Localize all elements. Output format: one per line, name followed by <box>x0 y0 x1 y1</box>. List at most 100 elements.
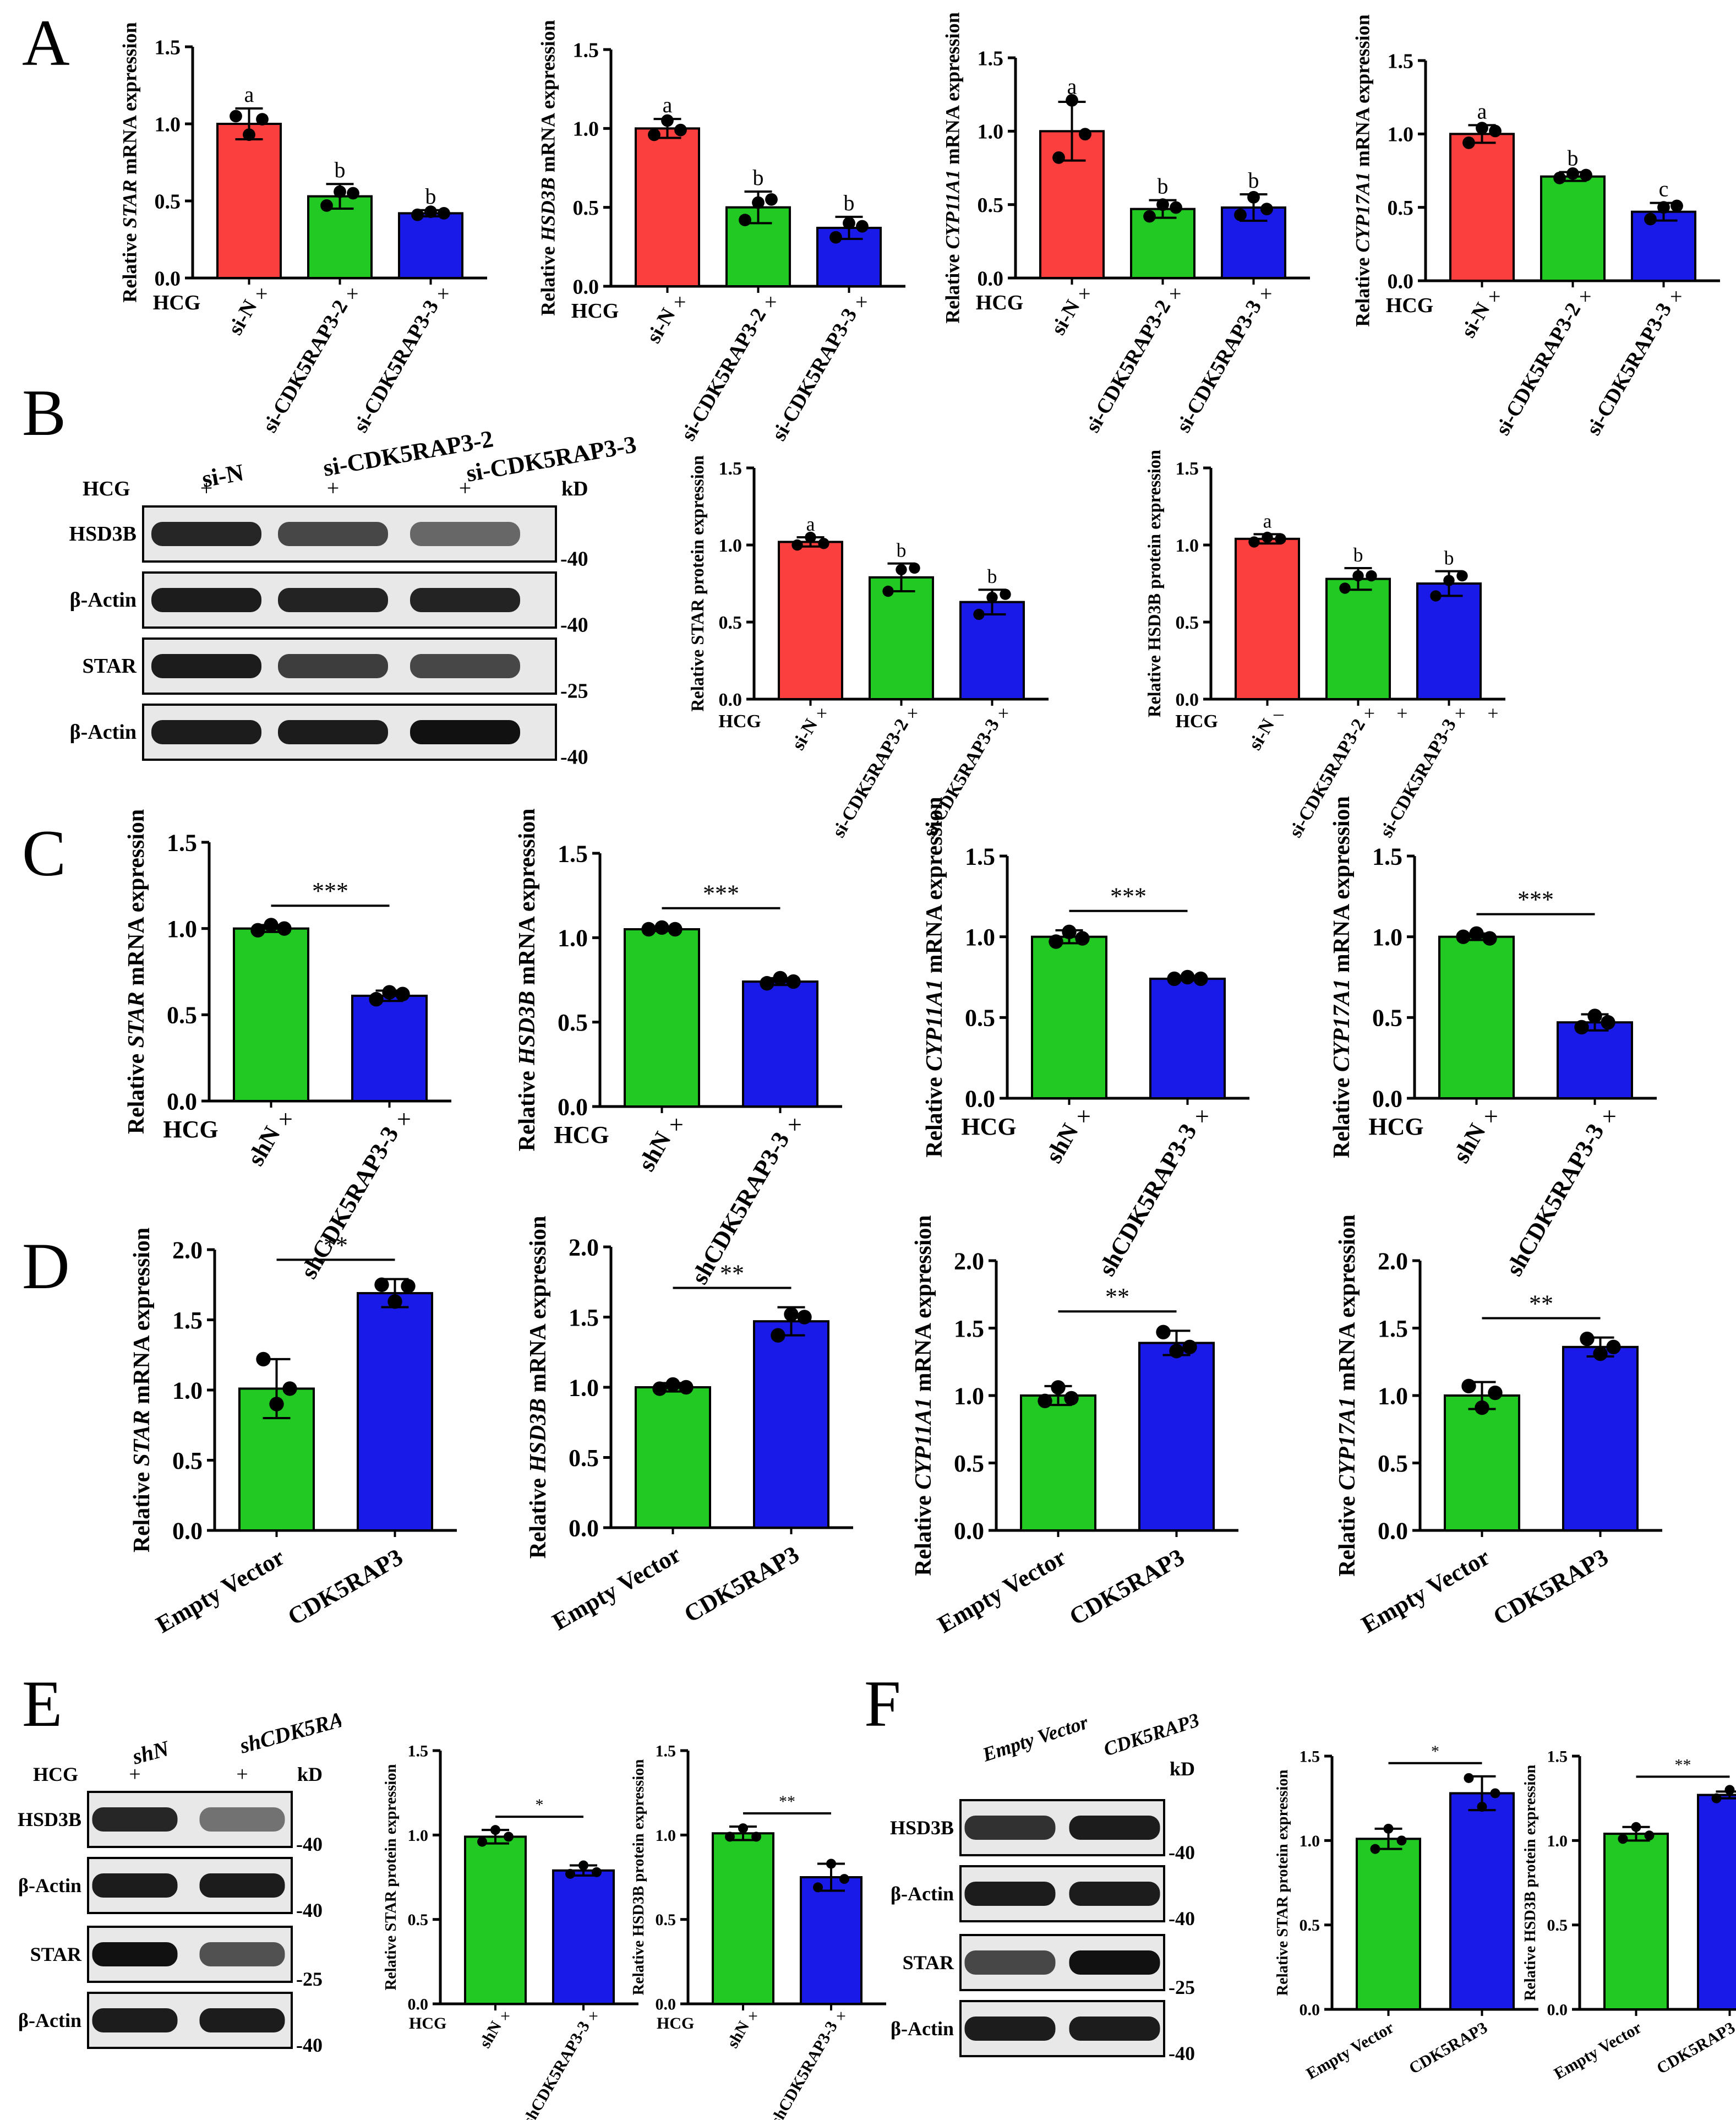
significance-letter: a <box>1263 510 1272 532</box>
y-axis-label: Relative STAR protein expression <box>687 455 707 712</box>
bar <box>1039 130 1105 279</box>
data-point <box>1366 570 1377 582</box>
x-category-label: si-CDK5RAP3-2 <box>828 716 913 841</box>
y-label-gene: STAR <box>118 179 140 228</box>
significance-letter: a <box>663 92 673 117</box>
x-category-label: shCDK5RAP3-3 <box>767 2018 841 2120</box>
x-category-label: si-CDK5RAP3-3 <box>1376 716 1460 841</box>
data-point <box>1248 536 1260 548</box>
hcg-mark-extra: + <box>1487 702 1498 724</box>
data-point <box>765 193 778 206</box>
y-axis-label: Relative CYP17A1 mRNA expression <box>1329 796 1355 1158</box>
data-point <box>725 1832 735 1842</box>
blot-hcg-mark: + <box>327 476 340 500</box>
x-category-label: CDK5RAP3 <box>1406 2018 1491 2078</box>
data-point <box>1049 934 1063 949</box>
bar <box>1603 1833 1669 2010</box>
significance-stars: ** <box>779 1792 795 1811</box>
y-label-prefix: Relative <box>526 1473 551 1559</box>
data-point <box>641 922 656 937</box>
y-tick-label: 0.0 <box>1372 1085 1402 1112</box>
data-point <box>1167 971 1182 987</box>
bar <box>238 1387 315 1532</box>
hcg-mark: + <box>855 290 868 314</box>
data-point <box>1488 1385 1503 1400</box>
y-tick-label: 1.0 <box>1547 1832 1568 1850</box>
blot-size-marker: -40 <box>1169 2042 1195 2064</box>
data-point <box>784 1307 799 1322</box>
hcg-mark: – <box>1273 702 1284 724</box>
x-category-label: shCDK5RAP3-3 <box>1500 1119 1609 1280</box>
data-point <box>1000 588 1011 600</box>
data-point <box>856 220 869 233</box>
blot-row-label: β-Actin <box>891 1883 954 1905</box>
data-point <box>578 1860 588 1871</box>
bar <box>753 1320 829 1529</box>
data-point <box>751 1832 761 1842</box>
y-tick-label: 0.0 <box>1300 2001 1320 2019</box>
blot-band <box>199 1807 285 1832</box>
y-label-suffix: mRNA expression <box>515 809 540 991</box>
x-category-label: shN <box>242 1122 286 1170</box>
blot-kd-label: kD <box>1170 1758 1195 1780</box>
significance-letter: b <box>987 565 997 587</box>
y-tick-label: 0.5 <box>1388 197 1414 220</box>
bar <box>552 1869 615 2005</box>
blot-row-label: STAR <box>82 655 137 678</box>
x-category-label: Empty Vector <box>548 1540 685 1636</box>
data-point <box>1476 122 1488 135</box>
y-tick-label: 1.5 <box>167 829 197 856</box>
data-point <box>490 1825 500 1835</box>
data-point <box>256 1351 271 1367</box>
y-label-suffix: mRNA expression <box>537 20 559 177</box>
y-tick-label: 1.0 <box>1372 924 1402 951</box>
data-point <box>334 185 346 198</box>
x-category-label: Empty Vector <box>1303 2018 1397 2083</box>
data-point <box>1456 570 1468 582</box>
data-point <box>1247 190 1260 204</box>
y-tick-label: 1.0 <box>573 118 599 141</box>
significance-stars: * <box>536 1796 544 1814</box>
y-tick-label: 1.5 <box>569 1304 599 1331</box>
hcg-mark: + <box>500 2007 510 2026</box>
significance-stars: * <box>1431 1742 1439 1761</box>
blot-hcg-mark: + <box>236 1763 248 1786</box>
y-label-suffix: Relative HSD3B protein expression <box>1144 450 1164 717</box>
data-point <box>1461 1378 1476 1394</box>
y-tick-label: 0.5 <box>155 190 181 213</box>
data-point <box>243 128 255 141</box>
y-axis-label: Relative CYP17A1 mRNA expression <box>1351 14 1373 327</box>
data-point <box>679 1380 694 1395</box>
blot-band <box>1069 1882 1160 1906</box>
y-label-gene: HSD3B <box>526 1398 551 1473</box>
data-point <box>1352 570 1364 582</box>
panel-label-d: D <box>22 1229 70 1302</box>
y-tick-label: 1.5 <box>155 36 181 59</box>
y-tick-label: 0.0 <box>1547 2001 1568 2019</box>
data-point <box>1182 1339 1197 1354</box>
data-point <box>739 214 751 226</box>
bar <box>1557 1021 1633 1099</box>
data-point <box>839 1874 849 1884</box>
y-tick-label: 1.5 <box>1176 459 1199 479</box>
data-point <box>1079 128 1091 141</box>
data-point <box>1593 1346 1608 1361</box>
data-point <box>1339 582 1351 594</box>
bar <box>351 994 428 1103</box>
x-category-label: si-CDK5RAP3-3 <box>1582 299 1676 439</box>
data-point <box>1064 1391 1079 1406</box>
significance-letter: b <box>1568 146 1579 171</box>
x-category-label: si-CDK5RAP3-3 <box>1172 296 1266 437</box>
x-category-label: Empty Vector <box>1551 2018 1645 2083</box>
hcg-mark: + <box>1364 702 1375 724</box>
data-point <box>565 1868 575 1879</box>
y-label-suffix: Relative STAR protein expression <box>687 455 707 712</box>
data-point <box>648 128 660 141</box>
bar <box>800 1876 862 2005</box>
x-category-label: si-N <box>1046 296 1084 339</box>
bar <box>742 980 818 1108</box>
data-point <box>1066 94 1078 107</box>
blot-row-label: β-Actin <box>70 588 137 612</box>
blot-row-label: HSD3B <box>890 1817 954 1839</box>
y-tick-label: 0.0 <box>408 1996 429 2014</box>
